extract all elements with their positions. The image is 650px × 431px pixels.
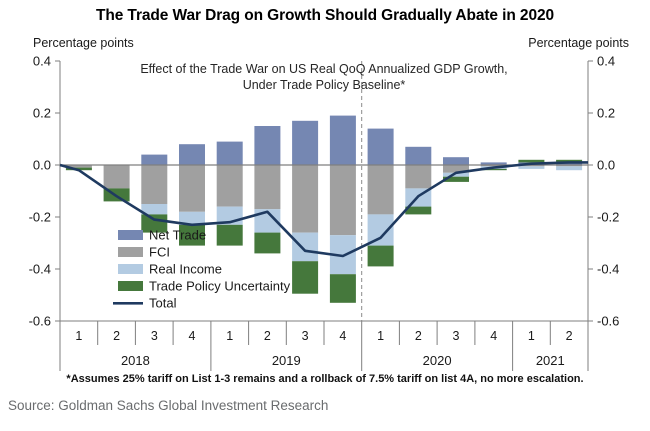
year-label: 2021 xyxy=(536,353,565,368)
legend-line-swatch xyxy=(113,302,143,305)
bar-segment xyxy=(556,166,583,171)
y-tick-label-right: -0.4 xyxy=(597,262,619,277)
bar-segment xyxy=(141,154,168,165)
bar-segment xyxy=(480,168,507,171)
legend-label: Trade Policy Uncertainty xyxy=(149,279,291,294)
y-tick-label-right: 0.0 xyxy=(597,158,615,173)
year-label: 2018 xyxy=(121,353,150,368)
source-line: Source: Goldman Sachs Global Investment … xyxy=(8,398,329,413)
legend-swatch xyxy=(118,264,143,274)
bar-segment xyxy=(480,165,507,167)
chart-subtitle-line1: Effect of the Trade War on US Real QoQ A… xyxy=(140,62,508,76)
bar-segment xyxy=(443,165,469,173)
bar-segment xyxy=(179,224,205,246)
legend-swatch xyxy=(118,230,143,240)
bar-segment xyxy=(367,128,394,165)
quarter-label: 2 xyxy=(113,329,120,343)
legend-label: FCI xyxy=(149,245,170,260)
y-axis-caption-right: Percentage points xyxy=(528,36,629,50)
bar-segment xyxy=(65,165,92,168)
footnote: *Assumes 25% tariff on List 1-3 remains … xyxy=(66,373,584,385)
page-title: The Trade War Drag on Growth Should Grad… xyxy=(95,7,555,24)
y-tick-label-right: 0.2 xyxy=(597,106,615,121)
quarter-label: 4 xyxy=(189,329,196,343)
bar-segment xyxy=(254,165,281,210)
y-tick-label-right: -0.2 xyxy=(597,210,619,225)
bar-segment xyxy=(518,165,545,167)
bar-segment xyxy=(292,165,319,233)
y-tick-label-left: 0.2 xyxy=(33,106,51,121)
bar-segment xyxy=(179,144,205,165)
bar-segment xyxy=(443,172,469,177)
bar-segment xyxy=(405,165,432,189)
bar-segment xyxy=(179,211,205,225)
bar-segment xyxy=(292,120,319,165)
year-label: 2020 xyxy=(423,353,452,368)
bar-segment xyxy=(292,261,319,294)
bar-segment xyxy=(254,232,281,254)
bar-segment xyxy=(405,206,432,215)
bar-segment xyxy=(254,209,281,233)
quarter-label: 1 xyxy=(528,329,535,343)
quarter-label: 3 xyxy=(302,329,309,343)
total-line xyxy=(59,161,588,258)
bar-segment xyxy=(443,176,469,182)
y-tick-label-left: 0.4 xyxy=(33,54,51,69)
bar-segment xyxy=(216,165,243,207)
bar-segment xyxy=(329,165,356,236)
quarter-label: 1 xyxy=(377,329,384,343)
legend-swatch xyxy=(118,281,143,291)
legend-label: Real Income xyxy=(149,262,222,277)
bar-segment xyxy=(292,232,319,262)
quarter-label: 4 xyxy=(490,329,497,343)
bar-segment xyxy=(103,165,130,189)
bar-segment xyxy=(367,245,394,267)
bar-segment xyxy=(405,146,432,165)
quarter-label: 1 xyxy=(226,329,233,343)
bar-segment xyxy=(141,165,168,204)
bar-segment xyxy=(480,162,507,165)
bar-segment xyxy=(518,166,545,169)
legend-label: Total xyxy=(149,296,177,311)
bar-segment xyxy=(216,141,243,165)
legend-label: Net Trade xyxy=(149,228,206,243)
chart-subtitle-line2: Under Trade Policy Baseline* xyxy=(242,78,406,92)
y-tick-label-right: -0.6 xyxy=(597,314,619,329)
bar-segment xyxy=(179,165,205,212)
bar-segment xyxy=(556,165,583,167)
y-axis-caption-left: Percentage points xyxy=(33,36,134,50)
quarter-label: 1 xyxy=(75,329,82,343)
quarter-label: 2 xyxy=(566,329,573,343)
bar-segment xyxy=(141,214,168,233)
bar-segment xyxy=(141,204,168,215)
bar-segment xyxy=(329,274,356,303)
y-tick-label-left: 0.0 xyxy=(33,158,51,173)
legend-swatch xyxy=(118,247,143,257)
y-tick-label-left: -0.2 xyxy=(29,210,51,225)
bar-segment xyxy=(518,159,545,163)
bar-segment xyxy=(216,224,243,246)
bar-segment xyxy=(367,165,394,215)
y-tick-label-right: 0.4 xyxy=(597,54,615,69)
bar-segment xyxy=(329,115,356,165)
quarter-label: 4 xyxy=(339,329,346,343)
quarter-label: 2 xyxy=(264,329,271,343)
y-tick-label-left: -0.6 xyxy=(29,314,51,329)
quarter-label: 3 xyxy=(453,329,460,343)
year-label: 2019 xyxy=(272,353,301,368)
quarter-label: 2 xyxy=(415,329,422,343)
y-tick-label-left: -0.4 xyxy=(29,262,51,277)
bar-segment xyxy=(254,126,281,165)
quarter-label: 3 xyxy=(151,329,158,343)
bar-segment xyxy=(443,157,469,165)
